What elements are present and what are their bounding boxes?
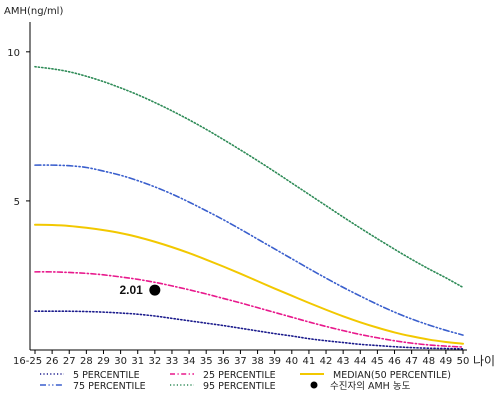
patient-marker-group: 2.01	[119, 283, 161, 297]
x-tick-label: 35	[200, 356, 213, 367]
legend-label: MEDIAN(50 PERCENTILE)	[333, 370, 451, 381]
legend-entry: 수진자의 AMH 농도	[310, 381, 411, 392]
y-tick-label: 5	[14, 197, 20, 208]
x-tick-label: 49	[440, 356, 453, 367]
legend-entry: 95 PERCENTILE	[170, 381, 276, 392]
legend-entry: 75 PERCENTILE	[40, 381, 146, 392]
x-tick-label: 36	[217, 356, 230, 367]
x-tick-label: 47	[405, 356, 418, 367]
x-tick-label: 40	[285, 356, 298, 367]
x-tick-label: 42	[320, 356, 333, 367]
x-tick-label: 44	[354, 356, 367, 367]
patient-amh-label: 2.01	[119, 283, 143, 297]
legend: 5 PERCENTILE 25 PERCENTILE MEDIAN(50 PERCE…	[40, 370, 451, 392]
series-line-5	[34, 65, 464, 289]
x-axis-ticks: 16-25 26 27 28 29 30 31 32 33 34 35 36 37 38 39 40 41 42 4…	[13, 350, 469, 367]
legend-label: 95 PERCENTILE	[203, 381, 276, 392]
legend-label: 수진자의 AMH 농도	[330, 381, 411, 392]
y-tick-label: 10	[7, 48, 20, 59]
x-tick-label: 45	[371, 356, 384, 367]
x-tick-label: 50	[457, 356, 470, 367]
series-line-4	[34, 164, 464, 336]
series-line-1	[34, 310, 464, 350]
x-tick-label: 41	[303, 356, 316, 367]
x-tick-label: 38	[251, 356, 264, 367]
x-tick-label: 34	[183, 356, 196, 367]
x-tick-label: 30	[114, 356, 127, 367]
series-line-2	[34, 271, 464, 348]
patient-amh-point	[149, 284, 161, 296]
x-tick-label: 32	[148, 356, 161, 367]
x-tick-label: 26	[46, 356, 59, 367]
legend-label: 75 PERCENTILE	[73, 381, 146, 392]
x-tick-label: 33	[166, 356, 179, 367]
legend-label: 5 PERCENTILE	[73, 370, 140, 381]
x-tick-label: 39	[268, 356, 281, 367]
legend-entry: 5 PERCENTILE	[40, 370, 140, 381]
legend-marker-symbol	[310, 381, 318, 389]
x-tick-label: 28	[80, 356, 93, 367]
series-lines	[34, 65, 464, 350]
x-axis-title: 나이	[473, 354, 495, 368]
x-tick-label: 31	[131, 356, 144, 367]
x-tick-label: 43	[337, 356, 350, 367]
legend-entry: MEDIAN(50 PERCENTILE)	[300, 370, 451, 381]
legend-entry: 25 PERCENTILE	[170, 370, 276, 381]
series-line-3	[34, 223, 464, 345]
x-tick-label: 46	[388, 356, 401, 367]
y-axis-ticks: 10 5	[7, 48, 30, 208]
x-tick-label: 37	[234, 356, 247, 367]
x-tick-label: 27	[63, 356, 76, 367]
y-axis-title: AMH(ng/ml)	[4, 6, 63, 17]
x-tick-label: 29	[97, 356, 110, 367]
x-tick-label: 48	[422, 356, 435, 367]
legend-label: 25 PERCENTILE	[203, 370, 276, 381]
x-tick-label: 16-25	[13, 356, 42, 367]
